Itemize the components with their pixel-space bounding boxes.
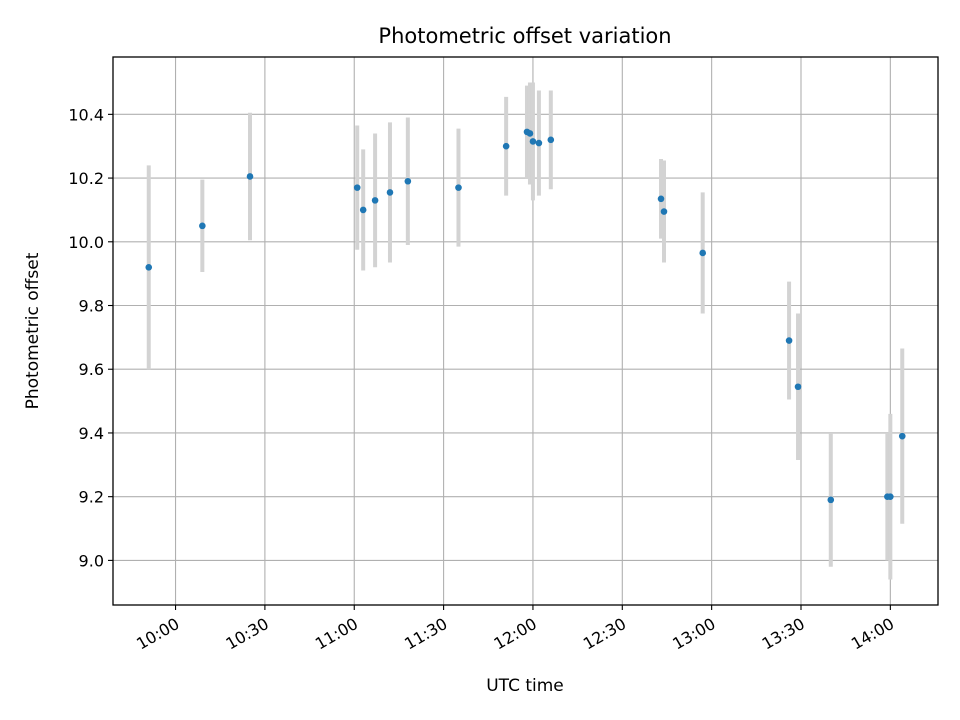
data-point (827, 496, 835, 504)
x-axis-ticks: 10:00 10:30 11:00 11:30 12:00 12:30 13:00 13:30… (133, 605, 897, 654)
data-point (785, 337, 793, 344)
data-point (547, 136, 555, 144)
data-point (246, 173, 254, 180)
data-point (529, 138, 537, 145)
y-tick-label: 9.2 (79, 488, 104, 507)
y-tick-label: 9.8 (79, 297, 104, 316)
x-tick-label: 13:00 (669, 614, 718, 654)
data-point (455, 184, 462, 191)
data-point (794, 383, 802, 391)
data-point (145, 263, 153, 271)
data-point (898, 432, 906, 440)
x-tick-label: 10:00 (133, 614, 182, 654)
data-point (887, 493, 894, 500)
x-tick-label: 10:30 (222, 614, 271, 654)
x-tick-label: 13:30 (759, 614, 808, 654)
data-point (359, 206, 367, 214)
y-tick-label: 10.4 (68, 105, 104, 124)
x-tick-label: 14:00 (848, 614, 897, 654)
x-tick-label: 12:30 (580, 614, 629, 654)
plot-area (112, 56, 939, 606)
y-tick-label: 9.4 (79, 424, 104, 443)
errorbars (146, 82, 905, 580)
y-tick-label: 10.0 (68, 233, 104, 252)
y-tick-label: 9.0 (79, 551, 104, 570)
data-point (386, 189, 394, 196)
data-point (353, 184, 361, 191)
data-points (145, 128, 906, 504)
data-point (699, 249, 707, 257)
data-point (660, 208, 668, 215)
data-point (657, 195, 665, 203)
y-axis-ticks: 9.0 9.2 9.4 9.6 9.8 10.0 10.2 10.4 (68, 105, 113, 570)
x-tick-label: 11:00 (312, 614, 361, 654)
data-point (502, 142, 510, 150)
x-axis-label: UTC time (486, 676, 564, 696)
x-tick-label: 12:00 (491, 614, 540, 654)
data-point (535, 139, 543, 147)
y-axis-label: Photometric offset (23, 252, 43, 409)
data-point (526, 130, 534, 137)
x-tick-label: 11:30 (401, 614, 450, 654)
data-point (199, 222, 206, 230)
data-point (404, 177, 412, 185)
y-tick-label: 9.6 (79, 360, 104, 379)
chart-title: Photometric offset variation (378, 24, 671, 48)
data-point (371, 197, 379, 204)
y-tick-label: 10.2 (68, 169, 104, 188)
